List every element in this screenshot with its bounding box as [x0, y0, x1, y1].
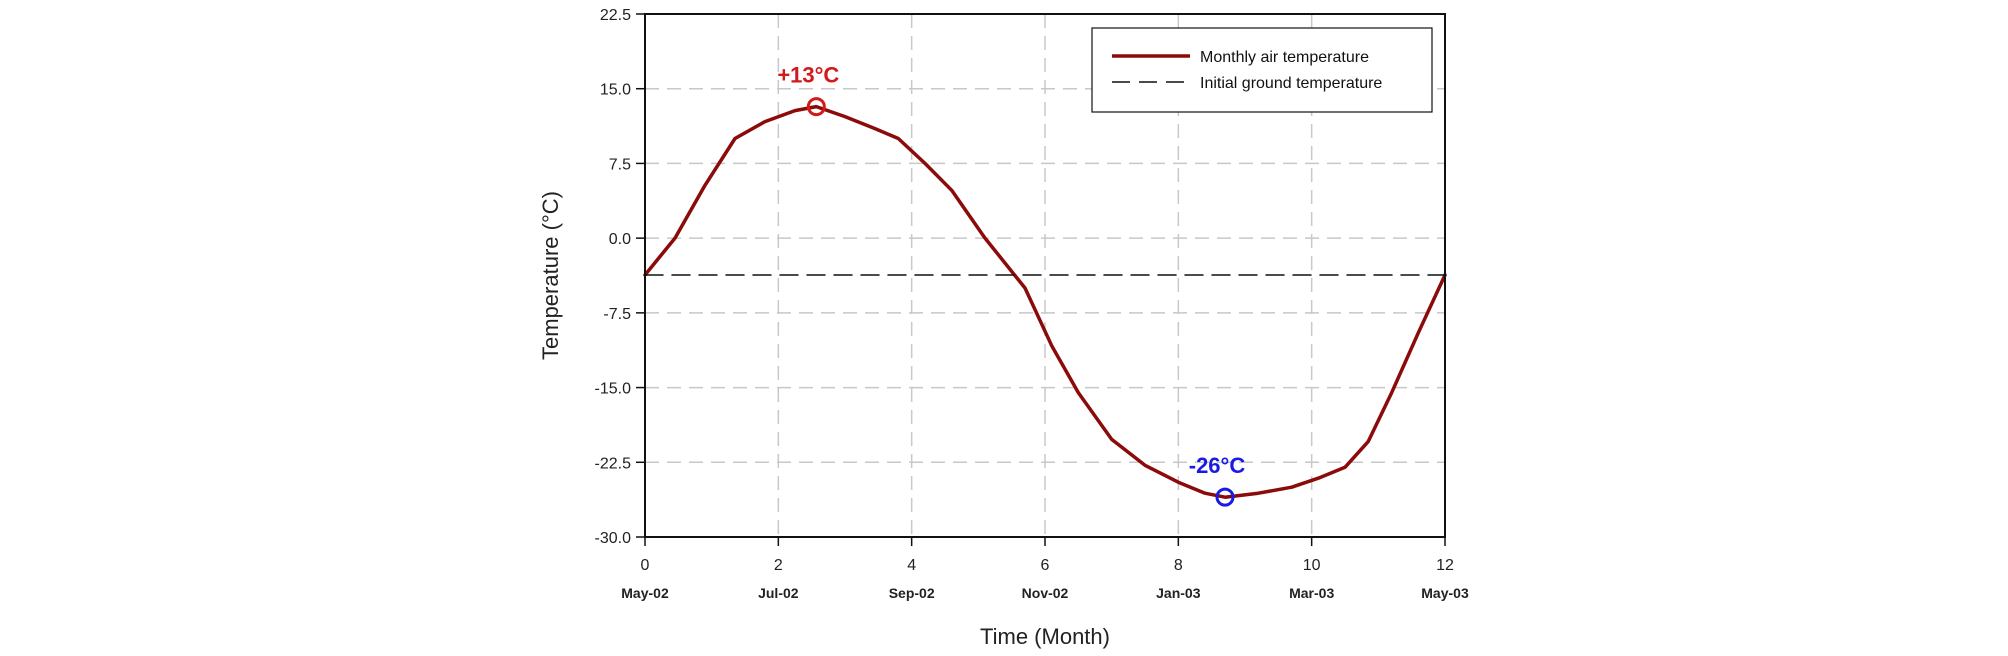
y-tick-label: -22.5	[595, 455, 632, 472]
x-tick-label: 4	[907, 557, 916, 574]
x-date-label: May-02	[621, 585, 669, 601]
grid	[645, 14, 1445, 537]
x-tick-label: 0	[641, 557, 650, 574]
y-tick-label: -7.5	[603, 306, 631, 323]
x-date-label: Sep-02	[889, 585, 935, 601]
x-date-label: Jul-02	[758, 585, 799, 601]
legend: Monthly air temperature Initial ground t…	[1091, 27, 1433, 113]
x-date-label: Mar-03	[1289, 585, 1334, 601]
y-tick-label: 0.0	[609, 231, 631, 248]
x-tick-label: 10	[1303, 557, 1321, 574]
y-tick-label: -15.0	[595, 381, 632, 398]
x-date-label: May-03	[1421, 585, 1469, 601]
legend-label-ground-temperature: Initial ground temperature	[1200, 75, 1382, 92]
annotations: +13°C -26°C	[777, 63, 1246, 507]
x-tick-label: 6	[1041, 557, 1050, 574]
max-marker	[806, 97, 826, 117]
y-tick-label: 15.0	[600, 82, 631, 99]
max-annotation: +13°C	[777, 63, 839, 88]
y-tick-label: 22.5	[600, 7, 631, 24]
y-tick-label: 7.5	[609, 156, 631, 173]
y-tick-label: -30.0	[595, 530, 632, 547]
min-marker	[1215, 487, 1235, 507]
x-tick-label: 8	[1174, 557, 1183, 574]
legend-box	[1091, 27, 1433, 113]
x-tick-label: 2	[774, 557, 783, 574]
x-date-label: Jan-03	[1156, 585, 1201, 601]
x-date-label: Nov-02	[1022, 585, 1069, 601]
x-axis-title: Time (Month)	[980, 624, 1110, 649]
ticks: -30.0 -22.5 -15.0 -7.5 0.0 7.5 15.0 22.5 0 May-02…	[595, 7, 1469, 601]
legend-label-air-temperature: Monthly air temperature	[1200, 49, 1369, 66]
min-annotation: -26°C	[1189, 453, 1246, 478]
series-line-air-temperature	[643, 104, 1447, 499]
y-axis-title: Temperature (°C)	[538, 191, 563, 360]
x-tick-label: 12	[1436, 557, 1454, 574]
series-layer	[643, 104, 1447, 499]
